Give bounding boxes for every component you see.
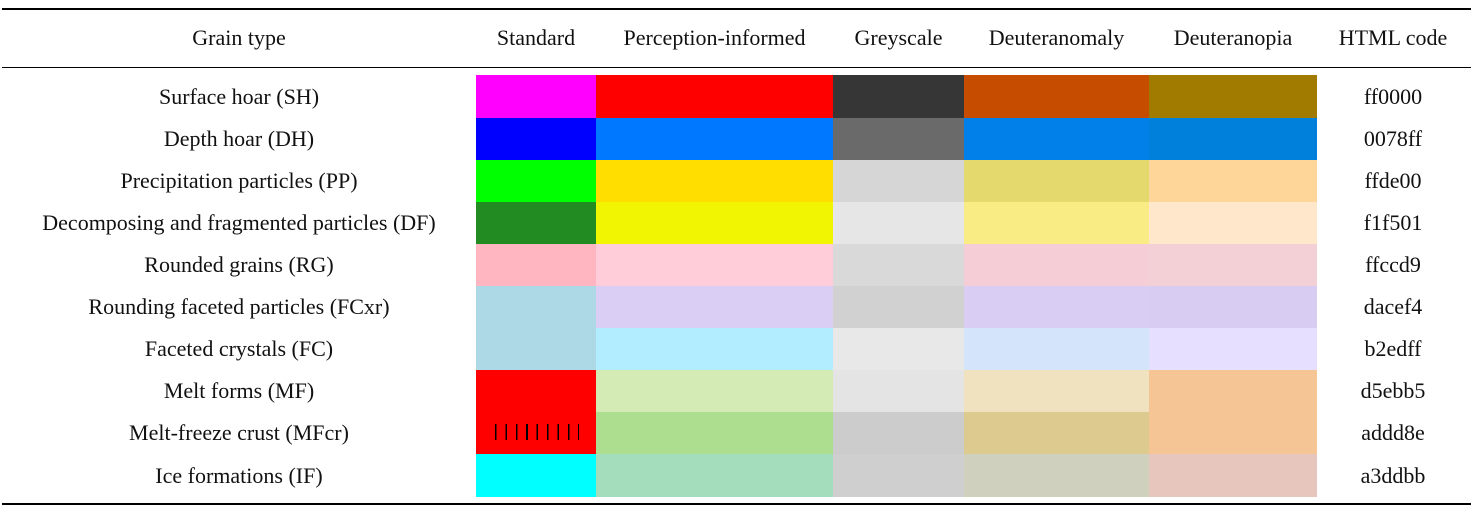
greyscale-swatch [833,286,964,328]
deuteranomaly-swatch [964,454,1149,497]
greyscale-swatch [833,412,964,454]
html-code-value: d5ebb5 [1360,378,1426,403]
greyscale-swatch [833,244,964,286]
perception-swatch [596,370,833,412]
perception-swatch [596,328,833,370]
greyscale-swatch [833,160,964,202]
header-perception-informed: Perception-informed [623,25,806,50]
perception-swatch [596,412,833,454]
deuteranomaly-swatch [964,370,1149,412]
standard-swatch [476,118,596,160]
greyscale-swatch [833,75,964,118]
grain-type-label: Ice formations (IF) [155,463,323,488]
grain-type-label: Surface hoar (SH) [158,84,320,109]
deuteranopia-swatch [1149,328,1317,370]
bottom-rule [2,503,1471,505]
header-standard: Standard [496,25,576,50]
grain-type-label: Rounding faceted particles (FCxr) [88,294,390,319]
perception-swatch [596,244,833,286]
grain-type-label: Decomposing and fragmented particles (DF… [42,210,436,235]
table-row: Faceted crystals (FC) b2edff [0,328,1475,370]
html-code-value: dacef4 [1363,294,1423,319]
html-code-value: addd8e [1361,420,1425,445]
greyscale-swatch [833,454,964,497]
grain-type-label: Melt-freeze crust (MFcr) [129,420,349,445]
table-header: Grain type Standard Perception-informed … [0,9,1475,67]
html-code-value: 0078ff [1363,126,1423,151]
top-rule [2,8,1471,10]
deuteranomaly-swatch [964,286,1149,328]
deuteranopia-swatch [1149,202,1317,244]
deuteranomaly-swatch [964,75,1149,118]
standard-swatch [476,75,596,118]
header-html-code: HTML code [1338,25,1448,50]
deuteranopia-swatch [1149,244,1317,286]
table-row: Depth hoar (DH) 0078ff [0,118,1475,160]
grain-type-label: Precipitation particles (PP) [120,168,358,193]
crust-hatch-pattern [495,424,579,440]
table-row: Surface hoar (SH) ff0000 [0,75,1475,118]
deuteranopia-swatch [1149,286,1317,328]
perception-swatch [596,118,833,160]
standard-swatch [476,370,596,454]
html-code-value: b2edff [1364,336,1422,361]
grain-type-label: Melt forms (MF) [163,378,315,403]
html-code-value: f1f501 [1363,210,1423,235]
standard-swatch [476,454,596,497]
table-row: Melt-freeze crust (MFcr) addd8e [0,412,1475,454]
perception-swatch [596,454,833,497]
header-deuteranopia: Deuteranopia [1173,25,1293,50]
deuteranopia-swatch [1149,454,1317,497]
deuteranomaly-swatch [964,118,1149,160]
header-deuteranomaly: Deuteranomaly [988,25,1125,50]
html-code-value: ffccd9 [1365,252,1421,277]
table-row: Melt forms (MF) d5ebb5 [0,370,1475,454]
deuteranomaly-swatch [964,202,1149,244]
grain-type-label: Rounded grains (RG) [144,252,334,277]
greyscale-swatch [833,328,964,370]
standard-swatch [476,202,596,244]
grain-type-label: Faceted crystals (FC) [144,336,334,361]
deuteranomaly-swatch [964,160,1149,202]
table-row: Decomposing and fragmented particles (DF… [0,202,1475,244]
greyscale-swatch [833,202,964,244]
deuteranomaly-swatch [964,328,1149,370]
perception-swatch [596,160,833,202]
perception-swatch [596,286,833,328]
deuteranopia-swatch [1149,75,1317,118]
deuteranopia-swatch [1149,160,1317,202]
html-code-value: ffde00 [1364,168,1422,193]
html-code-value: ff0000 [1363,84,1423,109]
table-row: Precipitation particles (PP) ffde00 [0,160,1475,202]
perception-swatch [596,202,833,244]
greyscale-swatch [833,370,964,412]
deuteranopia-swatch [1149,118,1317,160]
deuteranopia-swatch [1149,370,1317,454]
header-greyscale: Greyscale [854,25,943,50]
table-row: Rounding faceted particles (FCxr) dacef4 [0,286,1475,370]
perception-swatch [596,75,833,118]
grain-type-label: Depth hoar (DH) [163,126,315,151]
deuteranomaly-swatch [964,412,1149,454]
standard-swatch [476,244,596,286]
standard-swatch [476,286,596,370]
html-code-value: a3ddbb [1360,463,1426,488]
standard-swatch [476,160,596,202]
table-row: Rounded grains (RG) ffccd9 [0,244,1475,286]
header-grain-type: Grain type [192,25,286,50]
deuteranomaly-swatch [964,244,1149,286]
header-rule [2,67,1471,68]
table-row: Ice formations (IF) a3ddbb [0,454,1475,497]
greyscale-swatch [833,118,964,160]
